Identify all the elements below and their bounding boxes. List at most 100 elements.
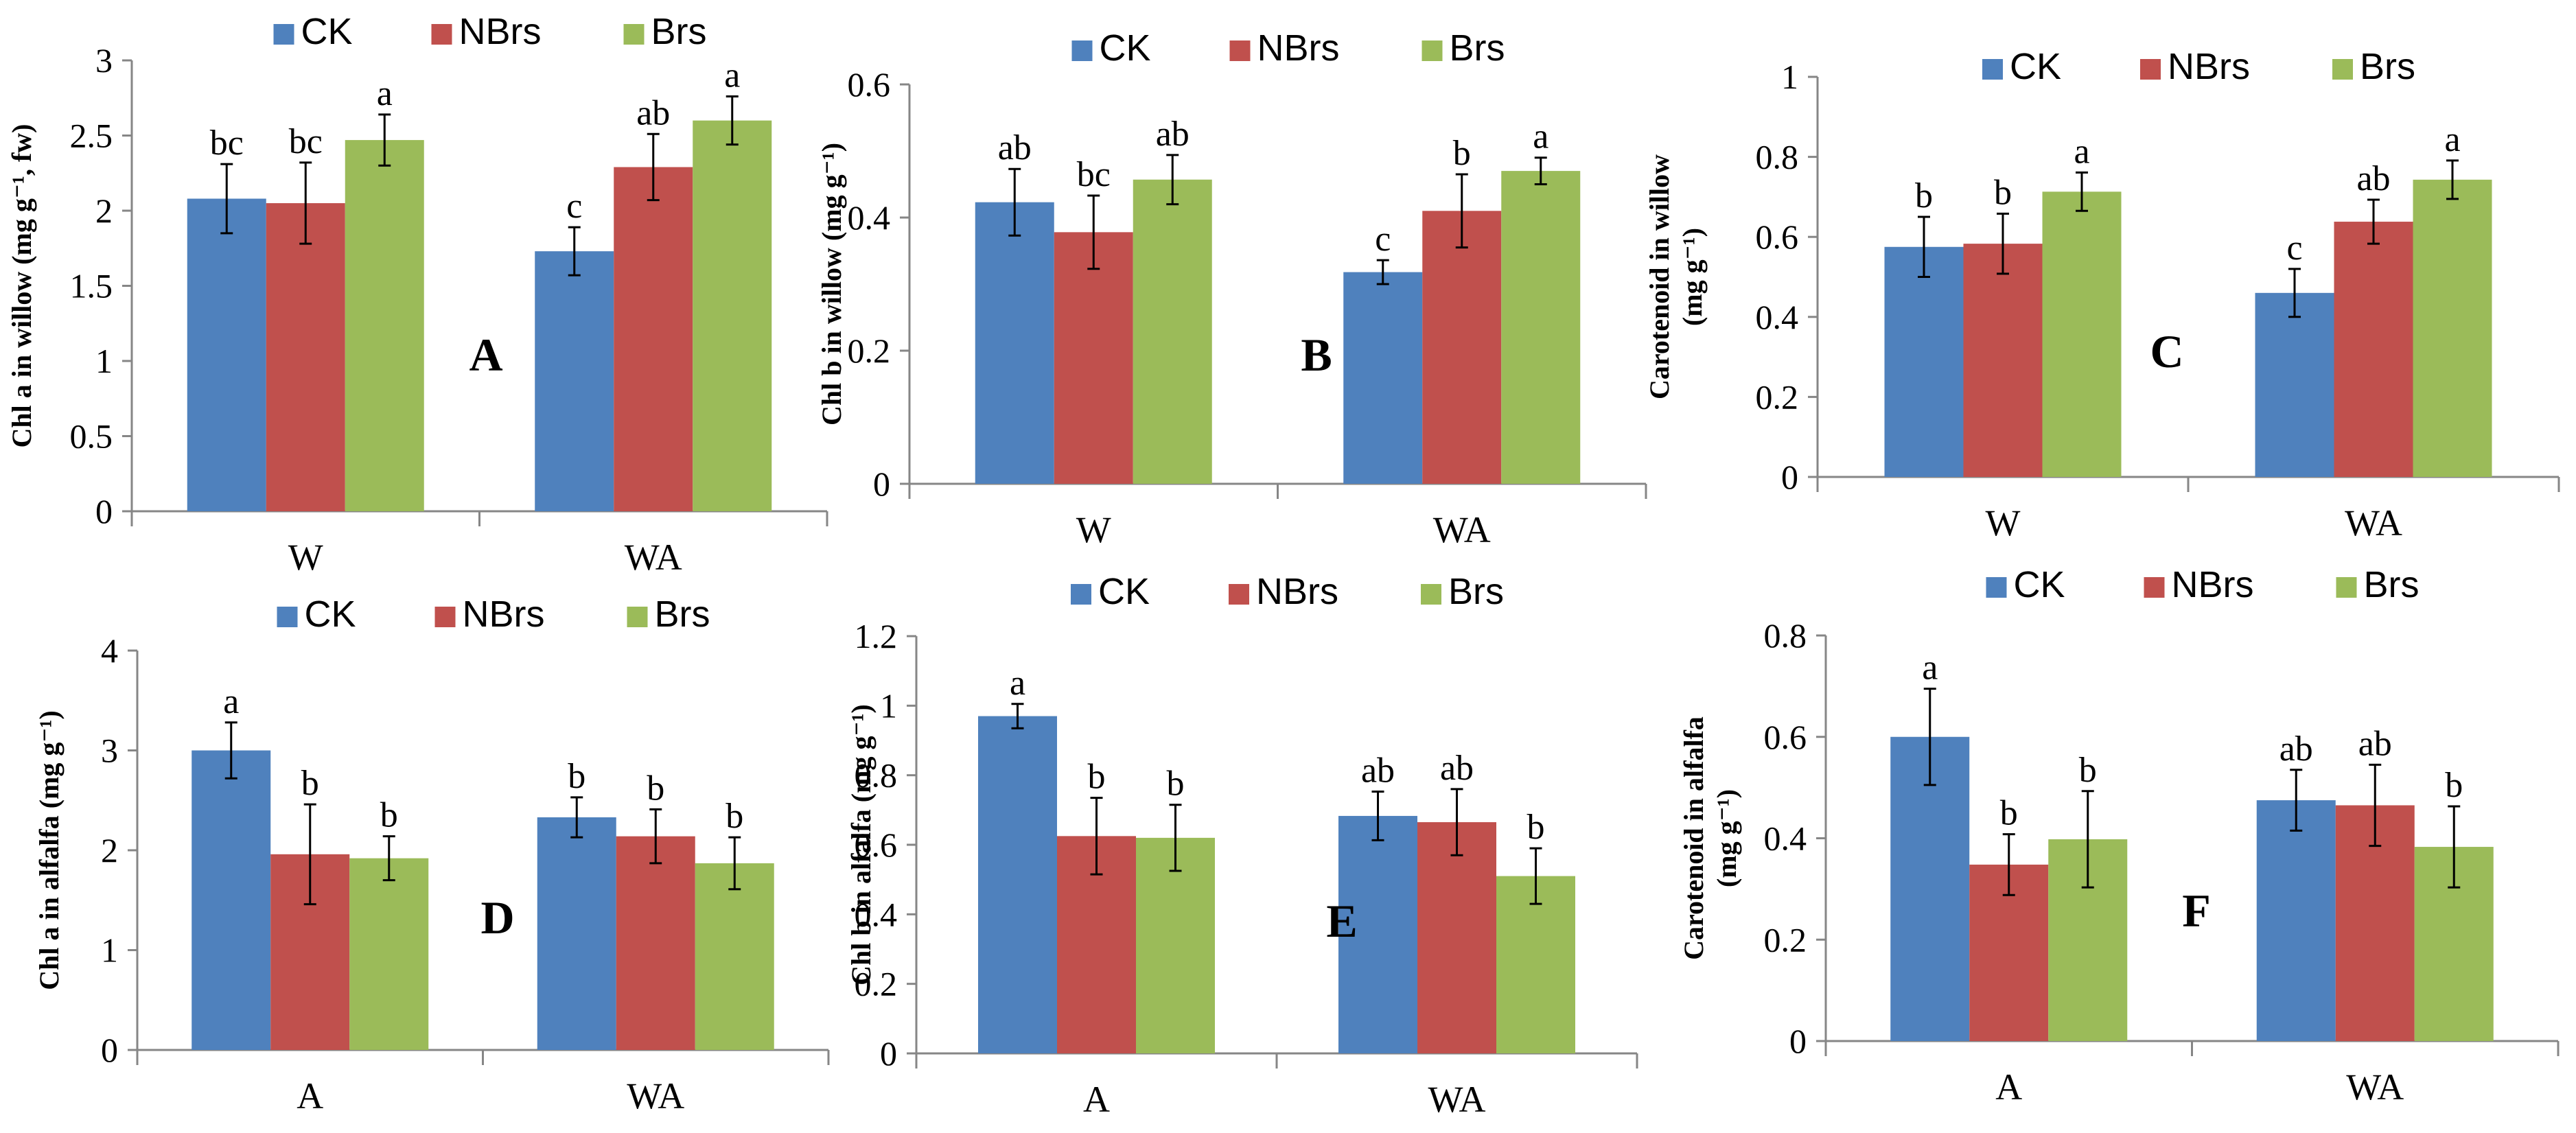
y-axis-label: Chl a in alfalfa (mg g⁻¹) (34, 710, 65, 990)
bar (1417, 822, 1496, 1053)
chart-panel-f: 0 0.2 0.4 0.6 0.8 A WA a ab b ab b b CK NBrs Brs Caroten… (1678, 564, 2560, 1108)
bar (187, 198, 266, 511)
significance-letter: a (2444, 120, 2460, 159)
y-tick-label: 2 (95, 191, 113, 230)
significance-letter: b (380, 796, 398, 835)
legend-label: NBrs (1257, 27, 1340, 69)
chart-panel-b: 0 0.2 0.4 0.6 W WA ab c bc b ab a CK NBrs Brs Chl b in … (816, 27, 1647, 550)
bar (1338, 815, 1417, 1053)
legend-label: NBrs (2168, 46, 2250, 87)
legend-swatch (2332, 59, 2353, 80)
significance-letter: bc (289, 122, 323, 161)
y-axis-label: (mg g⁻¹) (1711, 789, 1742, 887)
legend-swatch (2144, 577, 2165, 598)
legend-swatch (1982, 59, 2003, 80)
significance-letter: b (1527, 808, 1545, 847)
significance-letter: a (377, 74, 393, 113)
legend-label: NBrs (463, 594, 545, 635)
y-tick-label: 2 (101, 831, 118, 869)
legend-swatch (277, 607, 298, 627)
y-tick-label: 0 (95, 492, 113, 530)
bar (1054, 232, 1133, 484)
y-axis-label: Carotenoid in willow (1644, 154, 1675, 399)
bar (616, 836, 695, 1050)
significance-letter: c (1375, 220, 1391, 259)
bar (978, 716, 1057, 1053)
y-tick-label: 2.5 (70, 117, 113, 155)
legend-label: Brs (651, 11, 707, 52)
legend-swatch (1986, 577, 2007, 598)
x-tick-label: WA (627, 1075, 684, 1117)
y-tick-label: 0.4 (855, 895, 898, 933)
bar (2334, 222, 2413, 477)
y-tick-label: 3 (95, 41, 113, 80)
significance-letter: b (1088, 758, 1106, 797)
legend-label: CK (2014, 564, 2065, 605)
legend-label: Brs (2360, 46, 2415, 87)
y-tick-label: 0 (1789, 1022, 1807, 1060)
x-tick-label: W (1076, 509, 1111, 550)
significance-letter: ab (1440, 749, 1474, 788)
legend-swatch (2336, 577, 2357, 598)
x-tick-label: A (1083, 1079, 1110, 1120)
significance-letter: a (1922, 649, 1938, 688)
panel-letter: D (480, 891, 514, 944)
significance-letter: bc (210, 124, 244, 163)
bar (1496, 876, 1575, 1053)
legend-label: CK (301, 11, 353, 52)
significance-letter: c (2286, 229, 2302, 268)
y-tick-label: 0.6 (1756, 218, 1799, 256)
y-tick-label: 0.2 (855, 965, 898, 1003)
y-tick-label: 0.6 (848, 65, 891, 104)
bar (1136, 837, 1215, 1053)
x-tick-label: A (297, 1075, 323, 1117)
significance-letter: bc (1077, 155, 1111, 194)
legend-label: NBrs (459, 11, 542, 52)
legend-label: NBrs (2172, 564, 2254, 605)
significance-letter: ab (1156, 115, 1190, 154)
y-tick-label: 4 (101, 631, 118, 670)
y-tick-label: 0.6 (855, 826, 898, 864)
y-tick-label: 0.8 (1764, 616, 1807, 655)
significance-letter: ab (2279, 729, 2313, 769)
significance-letter: b (568, 757, 585, 796)
bar (1963, 244, 2043, 477)
legend-swatch (431, 24, 452, 45)
bar (975, 202, 1054, 484)
chart-panel-e: 0 0.2 0.4 0.6 0.8 1 1.2 A WA a ab b ab b b CK NBrs Brs Chl… (846, 571, 1638, 1120)
significance-letter: b (301, 764, 319, 803)
bar (535, 251, 614, 511)
legend-label: NBrs (1256, 571, 1338, 612)
significance-letter: ab (1361, 751, 1395, 790)
legend-label: CK (305, 594, 356, 635)
panel-letter: A (469, 329, 502, 381)
significance-letter: b (1915, 176, 1933, 215)
x-tick-label: W (288, 537, 323, 578)
bar (2255, 292, 2334, 477)
bar (345, 140, 424, 511)
y-tick-label: 0.8 (1756, 138, 1799, 176)
significance-letter: b (1167, 764, 1185, 804)
y-tick-label: 0 (880, 1034, 897, 1073)
significance-letter: b (2000, 794, 2018, 833)
y-tick-label: 1.2 (855, 617, 898, 655)
y-axis-label: Chl a in willow (mg g⁻¹, fw) (6, 124, 37, 448)
bar (537, 817, 616, 1050)
chart-panel-c: 0 0.2 0.4 0.6 0.8 1 W WA b c b ab a a CK NBrs Brs Caroten… (1644, 46, 2560, 544)
y-tick-label: 1 (880, 686, 897, 725)
y-tick-label: 3 (101, 732, 118, 770)
y-tick-label: 0.2 (1756, 377, 1799, 416)
y-axis-label: Chl b in willow (mg g⁻¹) (816, 143, 847, 425)
bar (266, 203, 345, 511)
legend-label: Brs (2364, 564, 2420, 605)
significance-letter: b (1994, 173, 2012, 212)
bar (614, 167, 693, 512)
legend-swatch (623, 24, 645, 45)
legend-label: Brs (655, 594, 710, 635)
bar (192, 750, 271, 1050)
bar (2413, 179, 2492, 477)
x-tick-label: A (1995, 1066, 2022, 1108)
significance-letter: a (2074, 132, 2089, 171)
bar (1884, 246, 1964, 477)
